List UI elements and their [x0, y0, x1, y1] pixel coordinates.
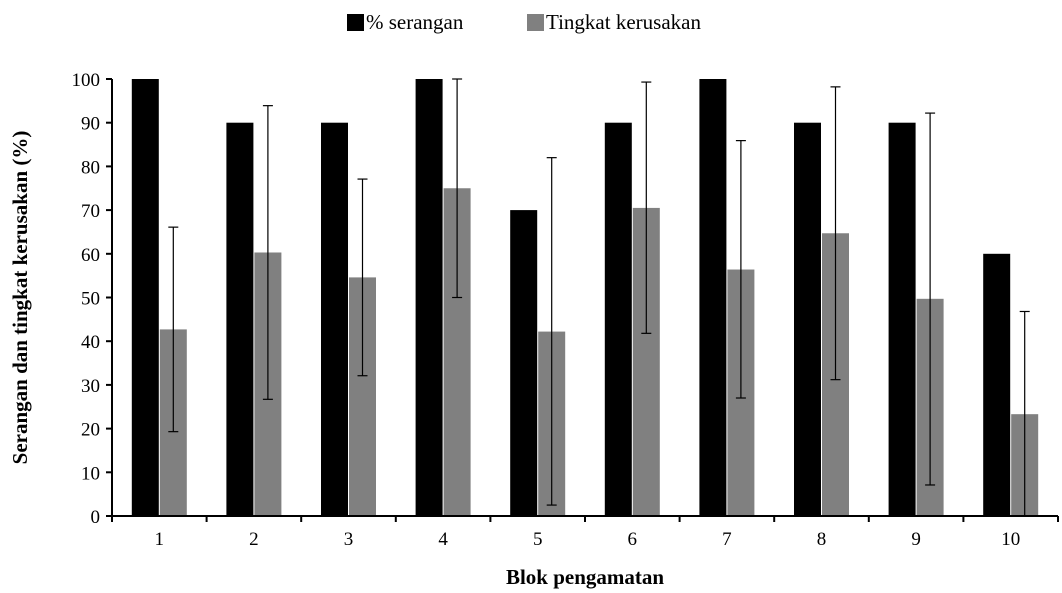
- y-tick-label-80: 80: [81, 157, 100, 178]
- y-tick-label-20: 20: [81, 420, 100, 441]
- y-tick-label-60: 60: [81, 245, 100, 266]
- y-tick-label-30: 30: [81, 376, 100, 397]
- y-tick-label-0: 0: [91, 507, 101, 528]
- legend-swatch-kerusakan: [527, 14, 544, 31]
- bars-group: [131, 79, 1039, 517]
- legend-label-serangan: % serangan: [366, 10, 464, 34]
- bar-serangan-1: [131, 79, 159, 516]
- x-tick-label-3: 3: [344, 529, 354, 550]
- y-tick-label-40: 40: [81, 332, 100, 353]
- y-tick-label-70: 70: [81, 201, 100, 222]
- legend: % serangan Tingkat kerusakan: [347, 10, 701, 34]
- axes-group: 0 10 20 30 40 50 60 70 80 90 100 1 2 3 4 5 6 7 8 9 10: [72, 70, 1059, 550]
- x-tick-label-2: 2: [249, 529, 259, 550]
- x-axis-title: Blok pengamatan: [506, 565, 664, 589]
- x-tick-label-1: 1: [155, 529, 165, 550]
- x-tick-label-9: 9: [911, 529, 921, 550]
- legend-label-kerusakan: Tingkat kerusakan: [546, 10, 701, 34]
- bar-serangan-4: [415, 79, 443, 516]
- legend-swatch-serangan: [347, 14, 364, 31]
- x-tick-label-7: 7: [722, 529, 732, 550]
- x-tick-label-8: 8: [817, 529, 827, 550]
- y-tick-label-50: 50: [81, 289, 100, 310]
- bar-serangan-8: [794, 122, 821, 516]
- y-tick-label-90: 90: [81, 114, 100, 135]
- y-tick-label-100: 100: [72, 70, 101, 91]
- bar-serangan-2: [226, 122, 254, 516]
- x-tick-label-10: 10: [1001, 529, 1020, 550]
- bar-serangan-5: [510, 210, 538, 516]
- x-tick-label-5: 5: [533, 529, 543, 550]
- bar-serangan-10: [983, 253, 1011, 517]
- x-tick-label-4: 4: [438, 529, 448, 550]
- bar-serangan-7: [699, 79, 727, 516]
- error-bars-group: [168, 78, 1030, 517]
- y-tick-label-10: 10: [81, 463, 100, 484]
- bar-serangan-9: [888, 122, 916, 516]
- bar-serangan-3: [321, 122, 348, 516]
- bar-serangan-6: [604, 122, 632, 516]
- x-tick-label-6: 6: [628, 529, 638, 550]
- y-axis-title: Serangan dan tingkat kerusakan (%): [8, 131, 32, 465]
